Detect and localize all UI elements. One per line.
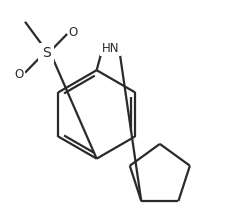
Text: O: O	[14, 68, 23, 81]
Text: S: S	[42, 46, 50, 60]
Text: HN: HN	[102, 42, 119, 54]
Text: O: O	[69, 26, 78, 39]
